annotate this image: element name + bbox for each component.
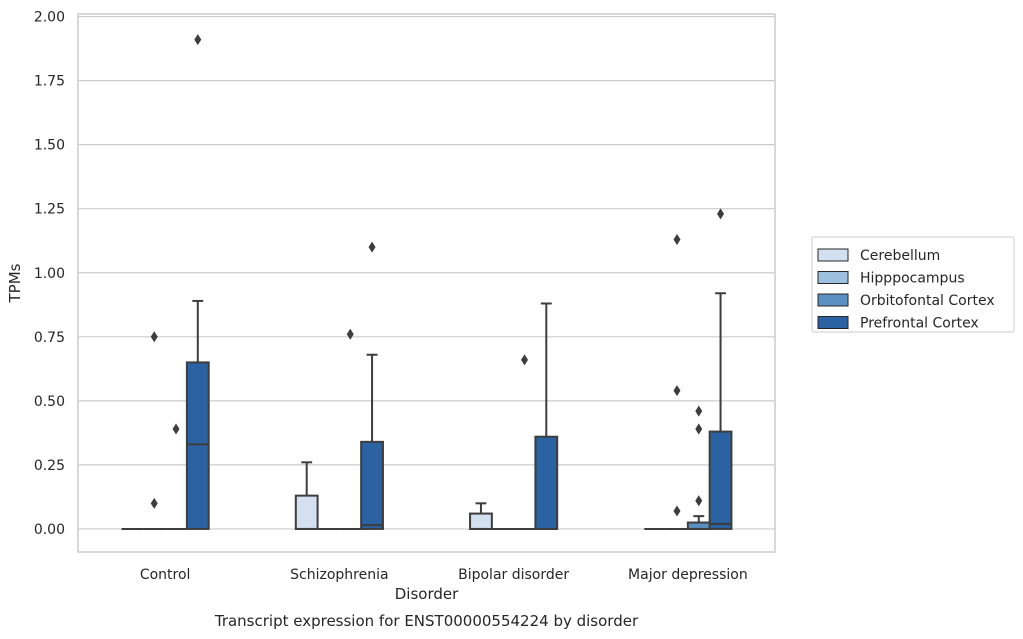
outlier-point [194, 34, 202, 46]
box-group [185, 34, 210, 530]
box-group [686, 405, 711, 530]
legend-label: Orbitofontal Cortex [860, 293, 995, 309]
legend-swatch [817, 271, 849, 284]
box [469, 512, 493, 530]
outlier-point [673, 505, 681, 517]
box-group [513, 354, 536, 530]
box [185, 361, 210, 530]
box-group [294, 461, 319, 530]
x-tick-label: Control [140, 567, 191, 583]
x-tick-label: Schizophrenia [290, 567, 388, 583]
box-group [708, 208, 733, 530]
outlier-point [150, 497, 158, 509]
box-group [534, 302, 559, 530]
y-tick-label: 1.00 [34, 266, 65, 282]
legend-swatch [817, 316, 849, 329]
legend-swatch [817, 248, 849, 262]
y-tick-label: 0.25 [34, 458, 65, 474]
box [708, 430, 733, 530]
legend: Cerebellum Hipppocampus Orbitofontal Corte… [811, 236, 1015, 333]
legend-swatch [817, 293, 849, 307]
y-tick-label: 1.25 [34, 202, 65, 218]
grid-lines [78, 15, 775, 530]
x-axis-ticks: Control Schizophrenia Bipolar disorder Majo… [140, 567, 748, 583]
outlier-point [673, 233, 681, 245]
box [294, 494, 319, 530]
legend-label: Cerebellum [860, 248, 940, 264]
y-tick-label: 1.75 [34, 74, 65, 90]
box [360, 440, 384, 530]
x-axis-label: Disorder [395, 585, 459, 603]
y-tick-label: 0.75 [34, 330, 65, 346]
x-tick-label: Bipolar disorder [458, 567, 569, 583]
outlier-point [368, 241, 376, 253]
outlier-point [673, 385, 681, 397]
plot-frame [77, 13, 776, 553]
boxes [121, 34, 733, 530]
y-axis-ticks: 0.00 0.25 0.50 0.75 1.00 1.25 1.50 1.75 2.00 [34, 10, 65, 538]
outlier-point [172, 423, 180, 435]
outlier-point [150, 331, 158, 343]
outlier-point [695, 405, 703, 417]
outlier-point [521, 354, 529, 366]
box-group [360, 241, 384, 530]
legend-frame [811, 236, 1015, 333]
y-tick-label: 1.50 [34, 138, 65, 154]
box-group [143, 331, 166, 530]
box-group [666, 233, 688, 530]
y-tick-label: 0.00 [34, 522, 65, 538]
y-tick-label: 2.00 [34, 10, 65, 26]
box-group [469, 502, 493, 530]
y-axis-label: TPMs [6, 263, 24, 303]
outlier-point [717, 208, 725, 220]
outlier-point [346, 328, 354, 340]
outlier-point [695, 423, 703, 435]
legend-label: Hipppocampus [860, 271, 965, 287]
box [534, 435, 559, 530]
box-group [339, 328, 362, 530]
box-group [165, 423, 187, 530]
outlier-point [695, 495, 703, 507]
y-tick-label: 0.50 [34, 394, 65, 410]
chart-title: Transcript expression for ENST0000055422… [214, 612, 639, 630]
x-tick-label: Major depression [628, 567, 748, 583]
legend-label: Prefrontal Cortex [860, 316, 979, 332]
